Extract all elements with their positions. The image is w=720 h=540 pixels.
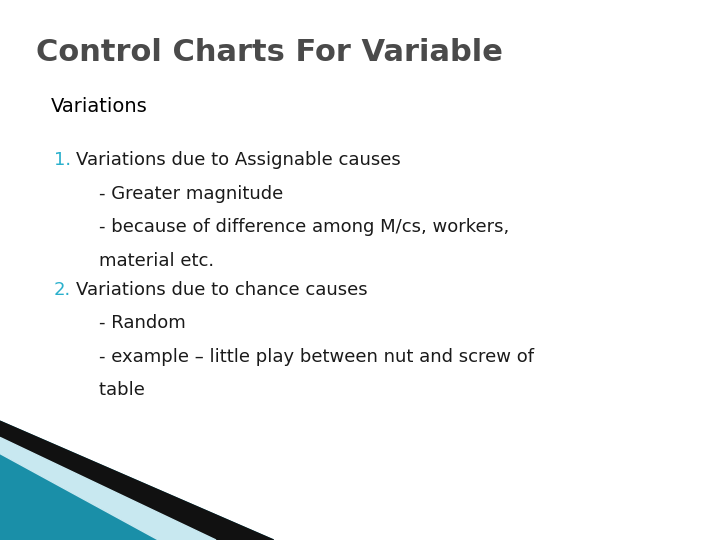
Text: - Greater magnitude: - Greater magnitude bbox=[76, 185, 283, 202]
Text: Variations due to chance causes: Variations due to chance causes bbox=[76, 281, 367, 299]
Text: - because of difference among M/cs, workers,: - because of difference among M/cs, work… bbox=[76, 218, 509, 236]
Polygon shape bbox=[0, 421, 274, 540]
Text: - example – little play between nut and screw of: - example – little play between nut and … bbox=[76, 348, 534, 366]
Polygon shape bbox=[0, 437, 216, 540]
Text: Control Charts For Variable: Control Charts For Variable bbox=[36, 38, 503, 67]
Text: material etc.: material etc. bbox=[76, 252, 214, 269]
Text: Variations due to Assignable causes: Variations due to Assignable causes bbox=[76, 151, 400, 169]
Text: table: table bbox=[76, 381, 145, 399]
Text: Variations: Variations bbox=[50, 97, 147, 116]
Polygon shape bbox=[0, 421, 274, 540]
Text: 2.: 2. bbox=[54, 281, 71, 299]
Text: - Random: - Random bbox=[76, 314, 185, 332]
Text: 1.: 1. bbox=[54, 151, 71, 169]
